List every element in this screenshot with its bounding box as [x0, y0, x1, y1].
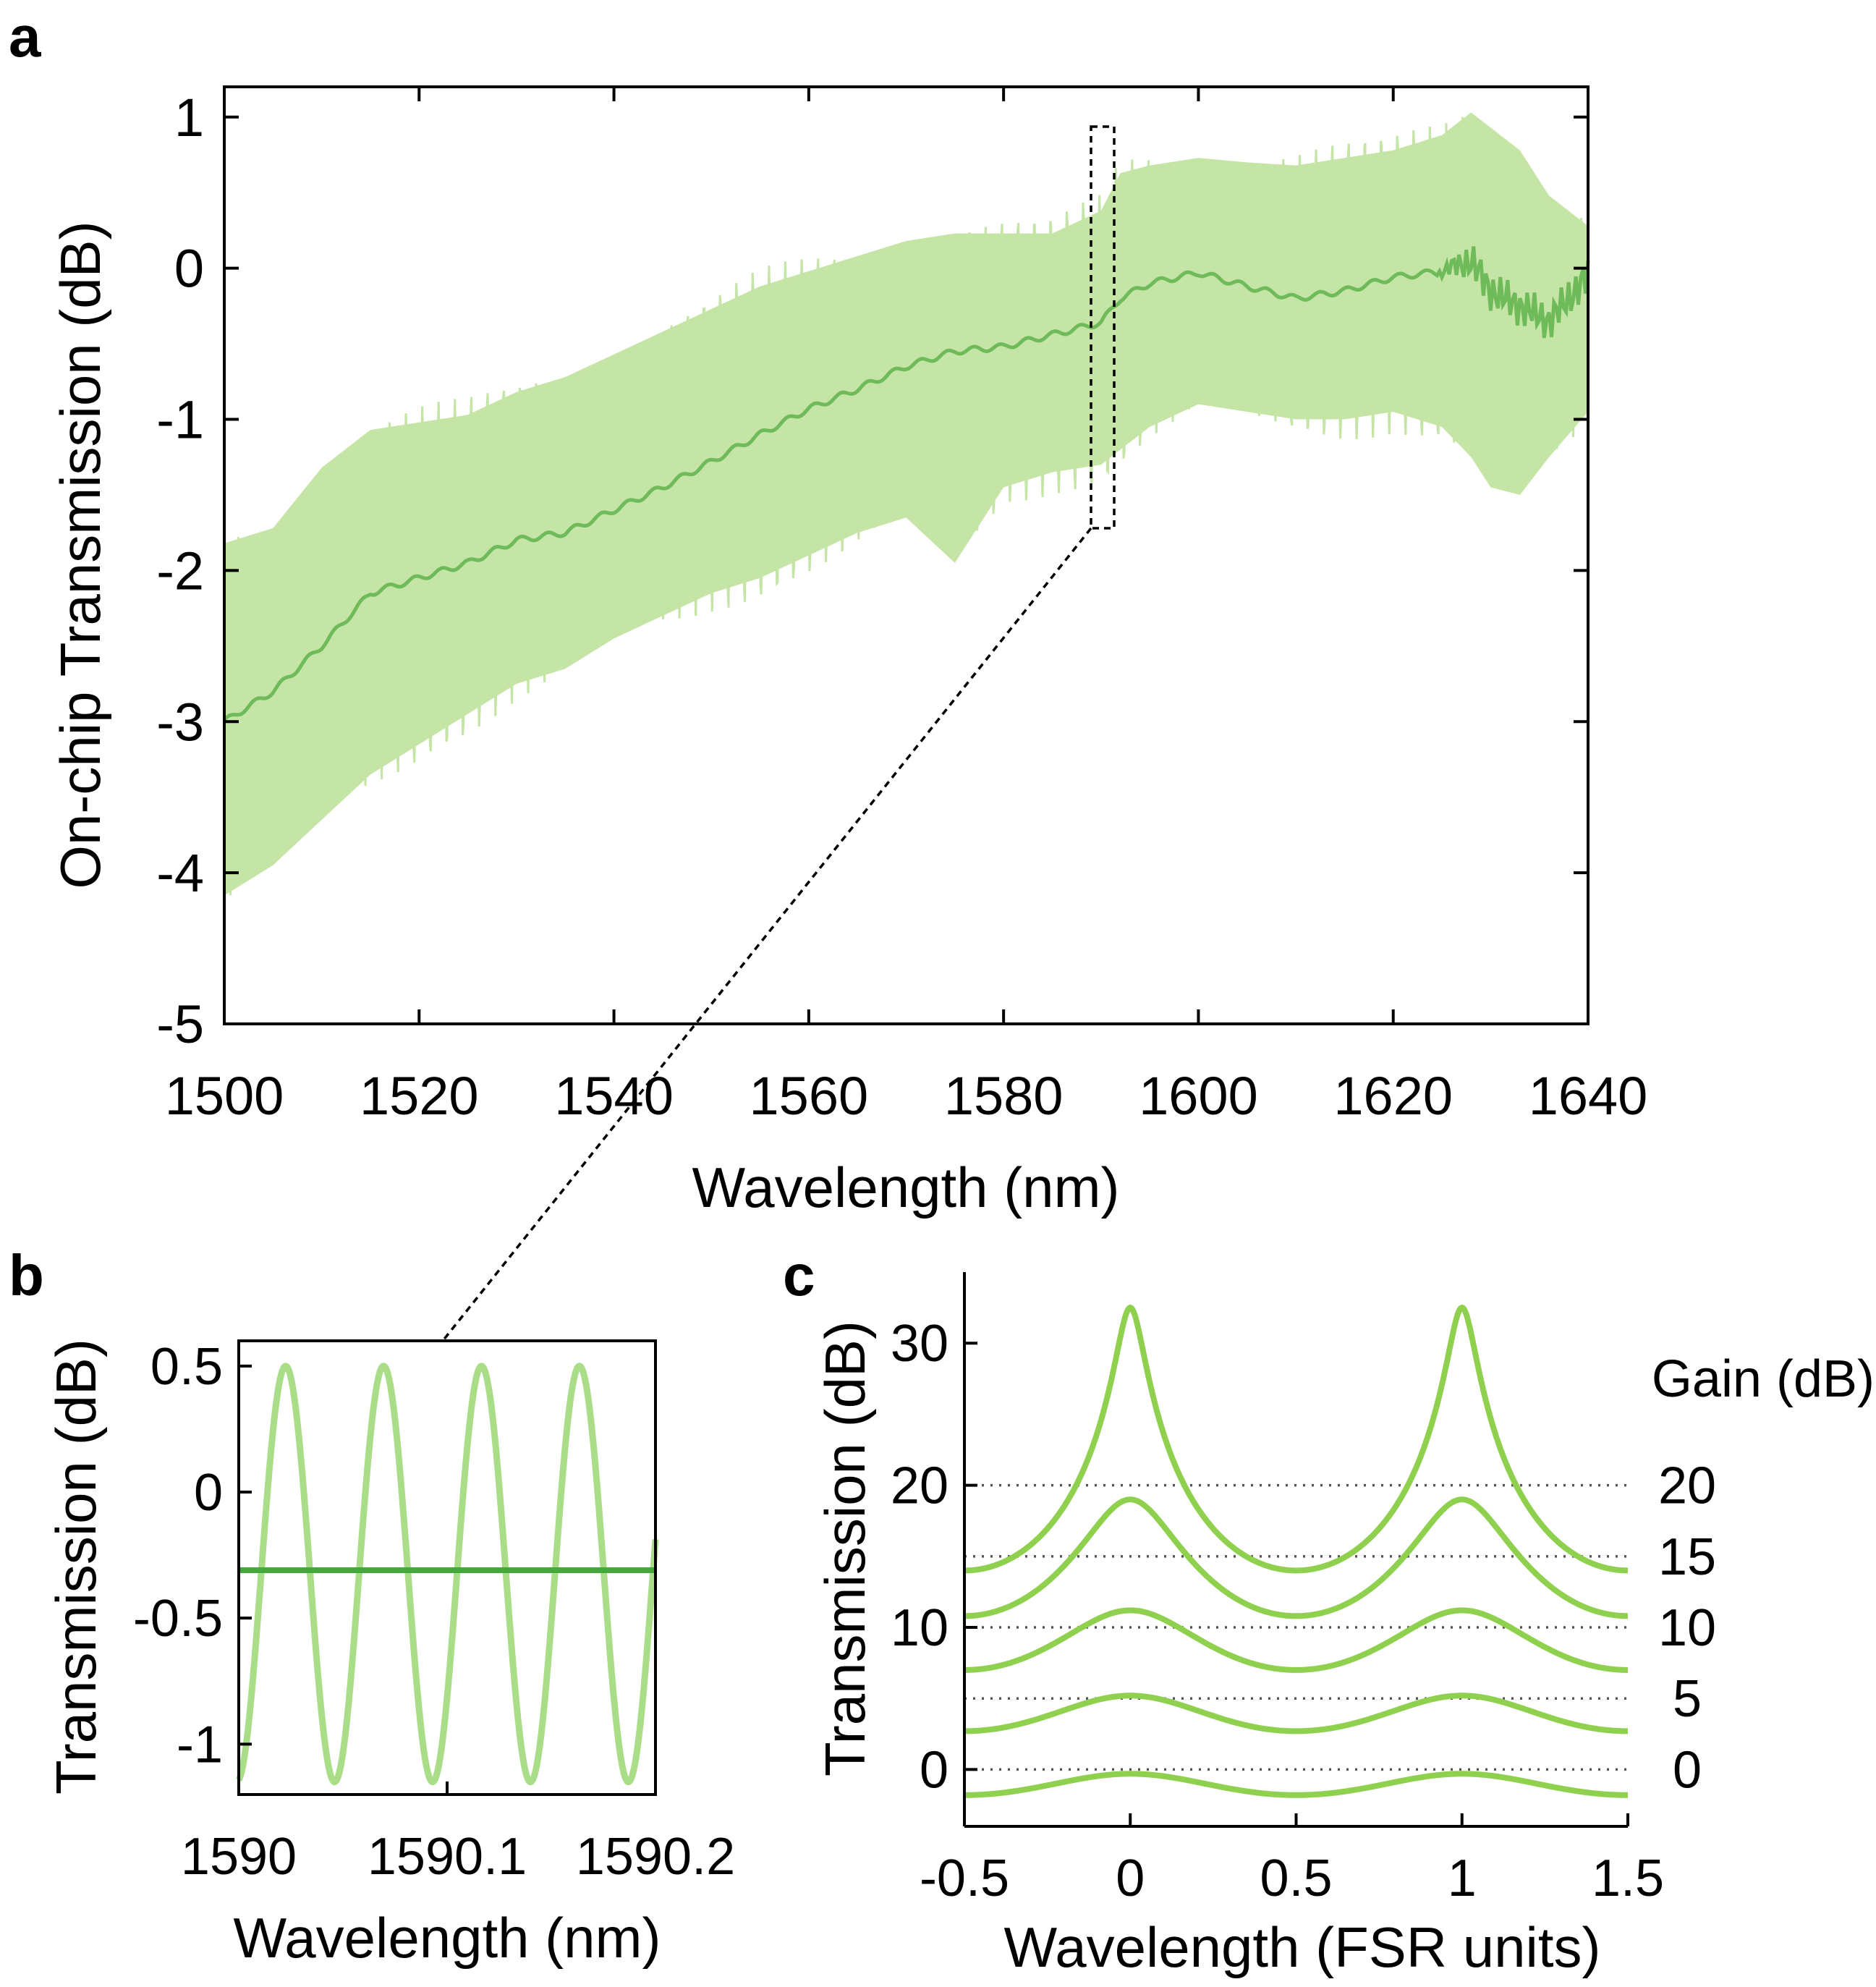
x-tick-label: 1590.2	[576, 1828, 735, 1886]
x-tick-label: -0.5	[920, 1850, 1009, 1907]
panel-b-plot-area	[235, 1363, 659, 1786]
panel-a-x-label: Wavelength (nm)	[692, 1156, 1120, 1219]
mean-transmission-line	[223, 246, 1590, 721]
panel-a-y-label: On-chip Transmission (dB)	[48, 221, 112, 889]
y-tick-label: 1	[174, 88, 204, 148]
panel-c-y-label: Transmission (dB)	[813, 1321, 877, 1776]
panel-b-x-ticks: 1590 1590.1 1590.2	[181, 1781, 735, 1886]
x-tick-label: 0	[1116, 1850, 1145, 1907]
panel-c-reference-lines	[964, 1483, 1628, 1771]
y-tick-label: -1	[156, 390, 204, 450]
y-tick-label: 0.5	[150, 1338, 223, 1396]
x-tick-label: 1590	[181, 1828, 297, 1886]
panel-c-x-label: Wavelength (FSR units)	[1003, 1915, 1600, 1979]
panel-label-c: c	[783, 1243, 815, 1308]
y-tick-label: -5	[156, 994, 204, 1054]
y-tick-label: -1	[177, 1716, 223, 1774]
panel-c-y-ticks: 0 10 20 30	[891, 1315, 977, 1799]
x-tick-label: 1580	[944, 1066, 1064, 1126]
gain-level-label: 20	[1658, 1457, 1716, 1515]
gain-legend-title: Gain (dB)	[1652, 1350, 1875, 1408]
x-tick-label: 1620	[1333, 1066, 1453, 1126]
panel-c-plot-area	[964, 1304, 1629, 1798]
panel-b-y-label: Transmission (dB)	[44, 1339, 108, 1795]
gain-level-label: 10	[1658, 1599, 1716, 1657]
gain-level-label: 15	[1658, 1528, 1716, 1586]
panel-b: 1590 1590.1 1590.2 0.5 0 -0.5 -1 Wavelength (…	[44, 1338, 735, 1970]
gain-level-label: 5	[1673, 1670, 1702, 1728]
panel-a-plot-area	[223, 112, 1590, 896]
panel-label-a: a	[9, 4, 41, 69]
transmission-curve	[964, 1607, 1628, 1673]
y-tick-label: 0	[174, 239, 204, 299]
x-tick-label: 1	[1448, 1850, 1477, 1907]
x-tick-label: 1600	[1139, 1066, 1258, 1126]
y-tick-label: 10	[891, 1599, 948, 1657]
fringe-oscillation	[235, 1363, 659, 1786]
transmission-curve	[964, 1692, 1628, 1734]
x-tick-label: 1640	[1529, 1066, 1648, 1126]
panel-a-y-ticks: 1 0 -1 -2 -3 -4 -5	[156, 88, 1588, 1054]
panel-b-x-label: Wavelength (nm)	[234, 1906, 661, 1970]
panel-c-gain-labels: 20 15 10 5 0	[1658, 1457, 1716, 1800]
panel-label-b: b	[9, 1243, 44, 1308]
x-tick-label: 1590.1	[368, 1828, 527, 1886]
panel-c-x-ticks: -0.5 0 0.5 1 1.5	[920, 1813, 1664, 1907]
x-tick-label: 1560	[750, 1066, 869, 1126]
y-tick-label: -4	[156, 843, 204, 903]
y-tick-label: 30	[891, 1315, 948, 1373]
y-tick-label: 0	[194, 1464, 223, 1522]
x-tick-label: 1.5	[1592, 1850, 1664, 1907]
panel-a-axes-box	[223, 85, 1589, 1025]
y-tick-label: -0.5	[133, 1590, 223, 1648]
gain-level-label: 0	[1673, 1741, 1702, 1799]
x-tick-label: 1500	[165, 1066, 284, 1126]
panel-a: 1500 1520 1540 1560 1580 1600 1620 1640 10-1-2-…	[48, 85, 1648, 1342]
panel-b-y-ticks: 0.5 0 -0.5 -1	[133, 1338, 252, 1774]
transmission-curve	[964, 1496, 1628, 1619]
transmission-curve	[964, 1771, 1628, 1798]
y-tick-label: -3	[156, 692, 204, 752]
y-tick-label: 0	[920, 1741, 948, 1799]
zoom-box	[1090, 125, 1116, 530]
y-tick-label: -2	[156, 541, 204, 601]
y-tick-label: 20	[891, 1457, 948, 1515]
x-tick-label: 1520	[360, 1066, 479, 1126]
x-tick-label: 0.5	[1260, 1850, 1332, 1907]
transmission-curve	[964, 1304, 1629, 1574]
envelope-band	[224, 112, 1588, 896]
